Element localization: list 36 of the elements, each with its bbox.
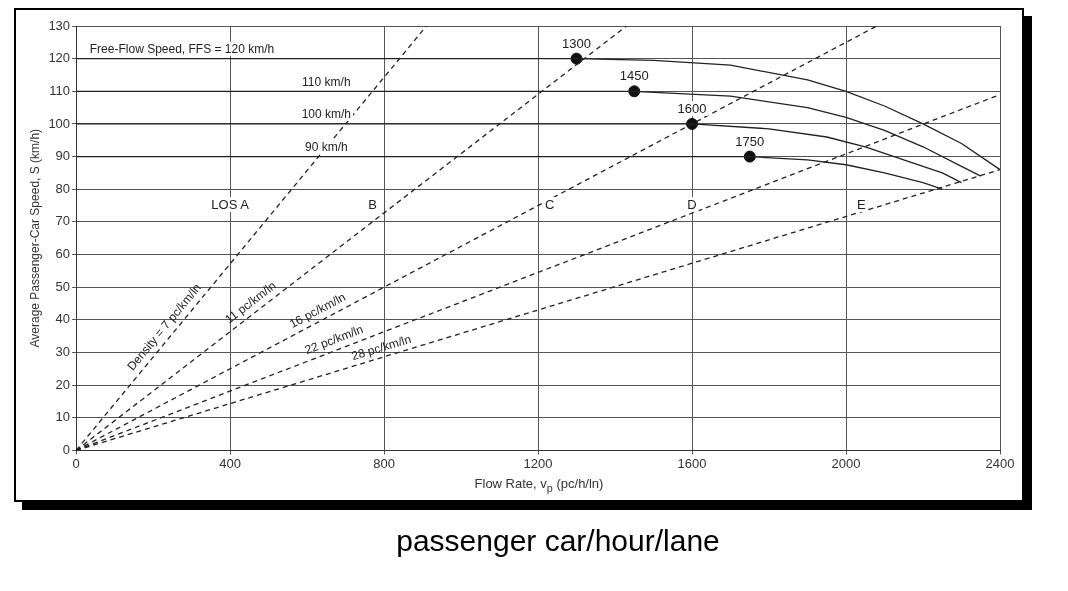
y-tick-label: 120 <box>48 50 71 66</box>
y-tick-label: 90 <box>55 148 71 164</box>
y-tick-label: 130 <box>48 17 71 33</box>
x-axis-title: Flow Rate, v$_{p}$ (pc/h/ln) <box>473 476 605 494</box>
x-tick-label: 2400 <box>985 455 1015 471</box>
y-axis-title: Average Passenger-Car Speed, S (km/h) <box>27 128 42 348</box>
y-tick-label: 20 <box>55 376 71 392</box>
x-tick-label: 400 <box>219 455 241 471</box>
series-label: Free-Flow Speed, FFS = 120 km/h <box>89 41 275 56</box>
series-label: 90 km/h <box>304 139 348 154</box>
y-tick-label: 100 <box>48 115 71 131</box>
y-tick-label: 40 <box>55 311 71 327</box>
annotation: 1600 <box>677 101 707 117</box>
annotation: B <box>368 197 377 213</box>
annotation: 1300 <box>562 35 591 51</box>
y-tick-label: 10 <box>55 409 71 425</box>
annotation: D <box>687 197 697 213</box>
text: passenger car/hour/lane <box>395 523 721 558</box>
x-tick-label: 1600 <box>677 455 707 471</box>
annotation: 1450 <box>619 68 649 84</box>
x-tick-label: 2000 <box>831 455 861 471</box>
y-tick-label: 60 <box>55 246 71 262</box>
y-tick-label: 70 <box>55 213 71 229</box>
annotation: 1750 <box>735 133 765 149</box>
y-tick-label: 30 <box>55 344 71 360</box>
y-tick-label: 110 <box>49 82 71 98</box>
y-tick-label: 80 <box>55 180 71 196</box>
x-tick-label: 800 <box>373 455 395 471</box>
annotation: C <box>544 197 555 213</box>
y-tick-label: 50 <box>55 278 71 294</box>
series-label: 110 km/h <box>302 74 351 89</box>
annotation: LOS A <box>211 197 250 213</box>
annotation: E <box>857 197 867 213</box>
series-label: 100 km/h <box>301 107 351 122</box>
x-tick-label: 1200 <box>523 455 553 471</box>
y-tick-label: 0 <box>62 441 71 457</box>
